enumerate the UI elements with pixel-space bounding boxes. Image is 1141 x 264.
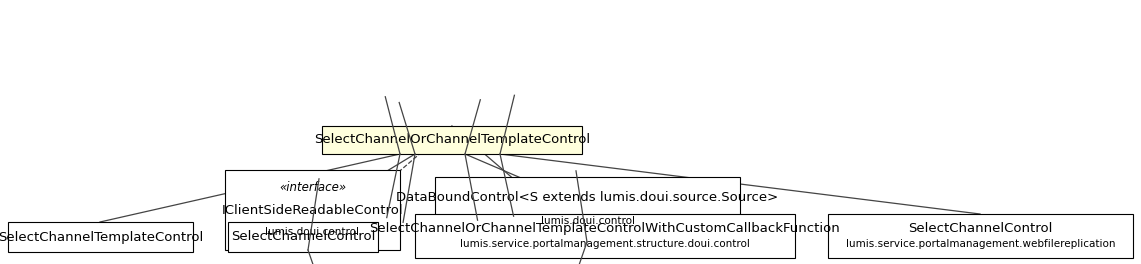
Text: DataBoundControl<S extends lumis.doui.source.Source>: DataBoundControl<S extends lumis.doui.so… — [396, 191, 778, 204]
Text: «interface»: «interface» — [278, 181, 346, 194]
Bar — [322, 126, 582, 154]
Text: lumis.service.portalmanagement.structure.doui.control: lumis.service.portalmanagement.structure… — [460, 239, 750, 249]
Text: lumis.doui.control: lumis.doui.control — [541, 216, 634, 226]
Bar — [828, 214, 1133, 258]
Text: IClientSideReadableControl: IClientSideReadableControl — [221, 204, 403, 216]
Bar — [8, 222, 193, 252]
Bar — [415, 214, 795, 258]
Text: lumis.service.portalmanagement.webfilereplication: lumis.service.portalmanagement.webfilere… — [845, 239, 1115, 249]
Text: SelectChannelControl: SelectChannelControl — [908, 221, 1053, 235]
Bar — [228, 222, 378, 252]
Text: lumis.doui.control: lumis.doui.control — [266, 227, 359, 237]
Text: SelectChannelOrChannelTemplateControlWithCustomCallbackFunction: SelectChannelOrChannelTemplateControlWit… — [370, 221, 841, 235]
Text: SelectChannelControl: SelectChannelControl — [230, 230, 375, 243]
Text: SelectChannelTemplateControl: SelectChannelTemplateControl — [0, 230, 203, 243]
Bar — [435, 177, 741, 242]
Bar — [225, 170, 400, 250]
Text: SelectChannelOrChannelTemplateControl: SelectChannelOrChannelTemplateControl — [314, 134, 590, 147]
